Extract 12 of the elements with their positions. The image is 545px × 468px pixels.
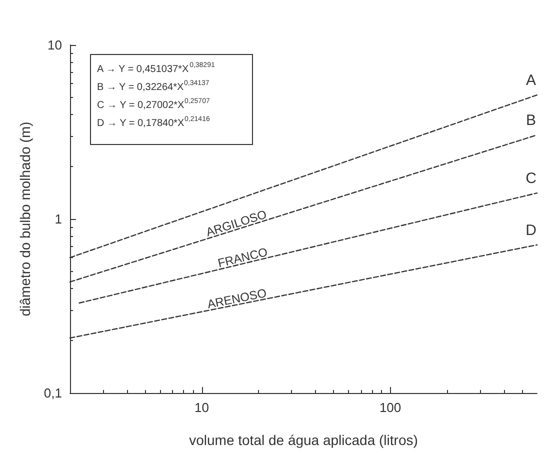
x-tick-label: 100 (379, 400, 402, 415)
series-label: B (526, 112, 536, 129)
x-axis-title: volume total de água aplicada (litros) (189, 432, 418, 448)
y-axis-title: diâmetro do bulbo molhado (m) (17, 122, 33, 316)
y-tick-label: 1 (54, 212, 62, 226)
series-label: D (526, 222, 537, 239)
y-tick-label: 10 (48, 38, 62, 52)
annotation: FRANCO (216, 244, 269, 270)
series-label: A (526, 72, 536, 89)
series-label: C (526, 170, 537, 188)
y-tick-label: 0,1 (44, 386, 62, 400)
annotation: ARENOSO (206, 286, 268, 312)
